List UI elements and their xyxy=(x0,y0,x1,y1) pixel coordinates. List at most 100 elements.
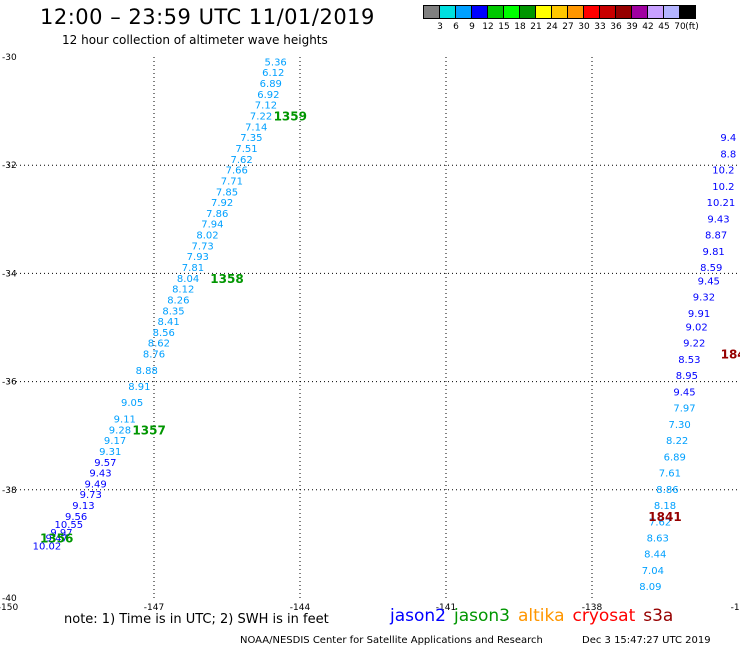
wave-height-label: 8.8 xyxy=(720,149,736,160)
legend-altika: altika xyxy=(518,606,565,626)
wave-height-label: 8.35 xyxy=(162,306,184,317)
wave-height-label: 8.41 xyxy=(157,317,179,328)
wave-height-label: 8.04 xyxy=(177,274,199,285)
wave-height-label: 9.28 xyxy=(109,425,131,436)
colorbar-label: 39 xyxy=(626,22,638,32)
x-tick-label: -13 xyxy=(731,603,740,613)
wave-height-label: 7.14 xyxy=(245,122,267,133)
wave-height-label: 7.66 xyxy=(226,166,248,177)
wave-height-label: 8.62 xyxy=(148,339,170,350)
wave-height-label: 8.86 xyxy=(656,485,678,496)
legend-jason3: jason3 xyxy=(454,606,510,626)
wave-height-label: 9.02 xyxy=(686,323,708,334)
wave-height-label: 8.44 xyxy=(644,550,666,561)
x-tick-label: -141 xyxy=(436,603,456,613)
wave-height-label: 9.43 xyxy=(707,214,729,225)
pass-time-label: 184 xyxy=(721,348,740,362)
colorbar-label: 42 xyxy=(642,22,654,32)
colorbar-label: 33 xyxy=(594,22,606,32)
y-tick-label: -40 xyxy=(2,594,17,604)
pass-time-label: 1841 xyxy=(648,510,681,524)
wave-height-label: 5.36 xyxy=(265,57,287,68)
legend-s3a: s3a xyxy=(643,606,674,626)
wave-height-label: 7.12 xyxy=(255,101,277,112)
wave-height-label: 7.85 xyxy=(216,187,238,198)
colorbar-swatch xyxy=(679,5,696,19)
wave-height-label: 9.11 xyxy=(114,414,136,425)
wave-height-label: 8.91 xyxy=(128,382,150,393)
wave-height-label: 10.21 xyxy=(707,198,736,209)
wave-height-label: 9.91 xyxy=(688,309,710,320)
wave-height-label: 10.2 xyxy=(712,166,734,177)
wave-height-label: 7.97 xyxy=(673,404,695,415)
wave-height-label: 8.53 xyxy=(678,355,700,366)
colorbar-label: 6 xyxy=(453,22,459,32)
pass-time-label: 1359 xyxy=(274,110,307,124)
colorbar-labels: 3 6 9 12 15 18 21 24 27 30 33 36 39 42 45 70 (ft) xyxy=(423,22,740,36)
wave-height-label: 9.73 xyxy=(80,490,102,501)
colorbar-label: 30 xyxy=(578,22,590,32)
colorbar-label: 9 xyxy=(469,22,475,32)
wave-height-label: 9.22 xyxy=(683,339,705,350)
wave-height-label: 7.71 xyxy=(221,176,243,187)
y-tick-label: -38 xyxy=(2,486,17,496)
wave-height-label: 8.56 xyxy=(153,328,175,339)
y-tick-label: -36 xyxy=(2,378,17,388)
wave-height-label: 9.57 xyxy=(94,458,116,469)
wave-height-label: 6.89 xyxy=(664,452,686,463)
wave-height-label: 9.45 xyxy=(698,277,720,288)
wave-height-label: 8.88 xyxy=(136,366,158,377)
colorbar-label: 18 xyxy=(514,22,526,32)
legend-cryosat: cryosat xyxy=(572,606,636,626)
wave-height-label: 6.89 xyxy=(260,79,282,90)
wave-height-label: 9.13 xyxy=(72,501,94,512)
x-tick-label: -150 xyxy=(0,603,18,613)
wave-height-label: 8.63 xyxy=(647,533,669,544)
colorbar-label: 36 xyxy=(610,22,622,32)
x-tick-label: -138 xyxy=(582,603,603,613)
wave-height-label: 7.51 xyxy=(235,144,257,155)
chart-subtitle: 12 hour collection of altimeter wave hei… xyxy=(62,33,328,47)
wave-height-label: 9.45 xyxy=(673,387,695,398)
x-tick-label: -147 xyxy=(144,603,164,613)
wave-height-label: 8.95 xyxy=(676,371,698,382)
colorbar xyxy=(423,5,696,19)
wave-height-label: 8.87 xyxy=(705,231,727,242)
satellite-legend: jason2 jason3 altika cryosat s3a xyxy=(390,606,681,626)
wave-height-label: 9.97 xyxy=(50,528,72,539)
colorbar-label: 12 xyxy=(482,22,494,32)
wave-height-label: 9.31 xyxy=(99,447,121,458)
wave-height-label: 7.93 xyxy=(187,252,209,263)
credit-line: NOAA/NESDIS Center for Satellite Applica… xyxy=(240,635,543,646)
wave-height-label: 7.62 xyxy=(230,155,252,166)
wave-height-label: 9.05 xyxy=(121,398,143,409)
wave-height-label: 6.12 xyxy=(262,68,284,79)
wave-height-label: 7.30 xyxy=(668,420,690,431)
wave-height-label: 7.62 xyxy=(649,517,671,528)
footnote: note: 1) Time is in UTC; 2) SWH is in fe… xyxy=(64,612,329,627)
wave-height-label: 9.49 xyxy=(84,479,106,490)
wave-height-label: 10.55 xyxy=(55,520,84,531)
wave-height-label: 8.18 xyxy=(654,501,676,512)
y-tick-label: -34 xyxy=(2,269,17,279)
wave-height-label: 8.76 xyxy=(143,350,165,361)
legend-jason2: jason2 xyxy=(390,606,446,626)
generated-timestamp: Dec 3 15:47:27 UTC 2019 xyxy=(582,635,711,646)
wave-height-label: 9.32 xyxy=(693,293,715,304)
wave-height-label: 7.04 xyxy=(642,566,664,577)
colorbar-label: 45 xyxy=(658,22,670,32)
wave-height-label: 8.12 xyxy=(172,285,194,296)
pass-time-label: 1358 xyxy=(210,272,243,286)
y-tick-label: -30 xyxy=(2,53,17,63)
wave-height-label: 9.43 xyxy=(89,469,111,480)
wave-height-label: 8.22 xyxy=(666,436,688,447)
wave-height-label: 10.02 xyxy=(33,542,62,553)
chart-title: 12:00 – 23:59 UTC 11/01/2019 xyxy=(40,5,375,29)
wave-height-label: 7.86 xyxy=(206,209,228,220)
wave-height-label: 10.2 xyxy=(712,182,734,193)
colorbar-unit: (ft) xyxy=(685,22,699,32)
wave-height-label: 9.17 xyxy=(104,436,126,447)
wave-height-label: 9.56 xyxy=(65,512,87,523)
wave-height-label: 7.92 xyxy=(211,198,233,209)
